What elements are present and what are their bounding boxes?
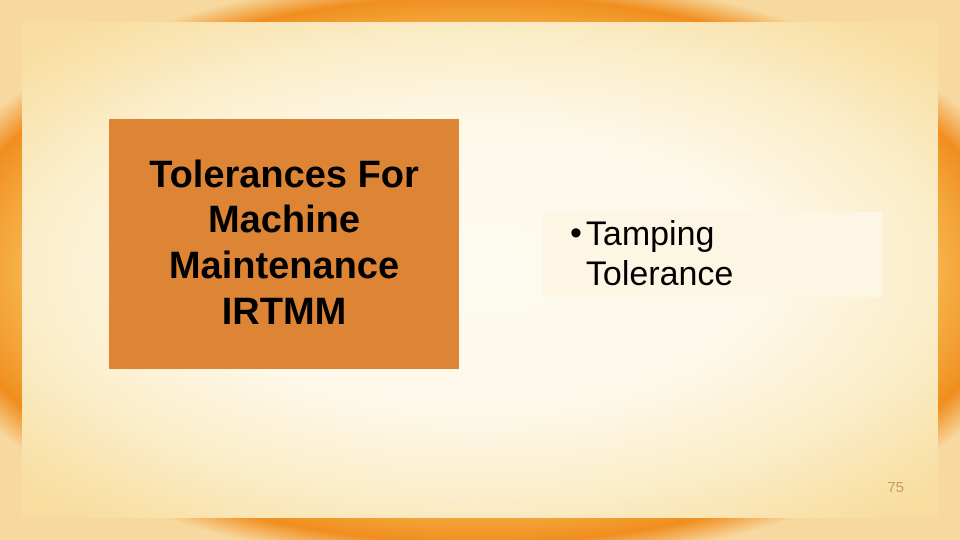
bullet-item: • Tamping Tolerance [570,215,733,293]
bullet-line-1: Tamping [586,215,733,254]
slide: Tolerances For Machine Maintenance IRTMM… [0,0,960,540]
title-line-4: IRTMM [222,290,347,336]
title-box: Tolerances For Machine Maintenance IRTMM [109,119,459,369]
content-box: • Tamping Tolerance [542,212,882,297]
title-line-3: Maintenance [169,244,399,290]
title-line-1: Tolerances For [149,153,419,199]
bullet-dot-icon: • [570,215,582,252]
bullet-line-2: Tolerance [586,255,733,294]
page-number: 75 [887,479,904,496]
title-line-2: Machine [208,198,360,244]
bullet-text-wrap: Tamping Tolerance [586,215,733,293]
slide-inner-frame: Tolerances For Machine Maintenance IRTMM… [22,22,938,518]
